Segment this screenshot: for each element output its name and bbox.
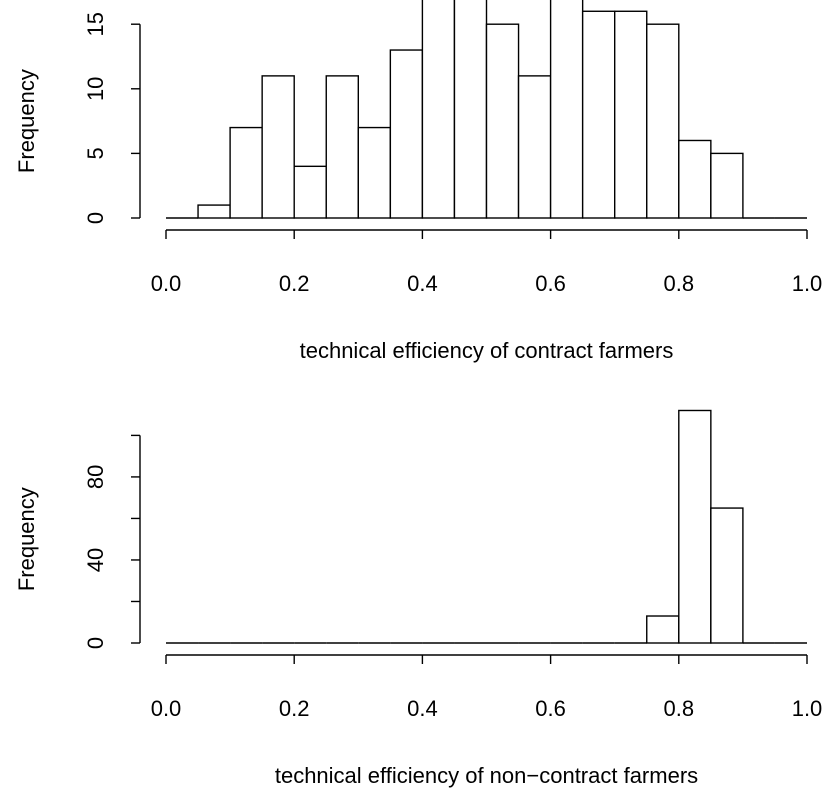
histogram-bar (614, 10, 648, 219)
histogram-bar (646, 23, 680, 219)
histogram-bar (325, 75, 359, 219)
x-tick-label: 0.0 (151, 271, 182, 296)
y-tick-label: 40 (83, 548, 108, 572)
y-tick-label: 0 (83, 212, 108, 224)
histogram-bar (453, 0, 488, 219)
histogram-bar (261, 75, 295, 219)
histogram-bar (389, 49, 424, 219)
x-tick-label: 0.6 (535, 696, 566, 721)
histogram-bar (646, 615, 680, 644)
histogram-bar (197, 204, 231, 219)
y-axis-title: Frequency (14, 487, 39, 591)
x-tick-label: 0.8 (664, 696, 695, 721)
x-tick-label: 0.4 (407, 696, 438, 721)
histogram-bar (678, 139, 712, 219)
histogram-bar (293, 165, 327, 219)
y-axis-title: Frequency (14, 69, 39, 173)
histogram-bar (485, 23, 520, 219)
histogram-bar (421, 0, 456, 219)
histogram-bar (229, 126, 263, 219)
histogram-bar (678, 409, 712, 644)
x-tick-label: 0.2 (279, 271, 310, 296)
x-tick-label: 0.2 (279, 696, 310, 721)
y-tick-label: 5 (83, 147, 108, 159)
x-tick-label: 1.0 (792, 696, 823, 721)
histogram-bar (581, 10, 616, 219)
y-tick-label: 10 (83, 77, 108, 101)
y-tick-label: 15 (83, 12, 108, 36)
x-tick-label: 0.6 (535, 271, 566, 296)
histogram-bar (517, 75, 552, 219)
x-tick-label: 0.4 (407, 271, 438, 296)
histogram-bar (357, 126, 392, 219)
x-tick-label: 0.0 (151, 696, 182, 721)
y-tick-label: 80 (83, 465, 108, 489)
x-axis-title: technical efficiency of non−contract far… (275, 763, 698, 788)
x-tick-label: 0.8 (664, 271, 695, 296)
x-axis-title: technical efficiency of contract farmers (300, 338, 674, 363)
histogram-bar (710, 507, 744, 644)
y-tick-label: 0 (83, 637, 108, 649)
histogram-non-contract-farmers: 0.0 0.2 0.4 0.6 0.8 1.0 0 40 80 technical efficie… (14, 409, 823, 788)
x-tick-label: 1.0 (792, 271, 823, 296)
histogram-bar (549, 0, 584, 219)
histogram-bar (710, 152, 744, 219)
histogram-contract-farmers: 0.0 0.2 0.4 0.6 0.8 1.0 0 5 10 15 technical effici… (14, 0, 822, 363)
